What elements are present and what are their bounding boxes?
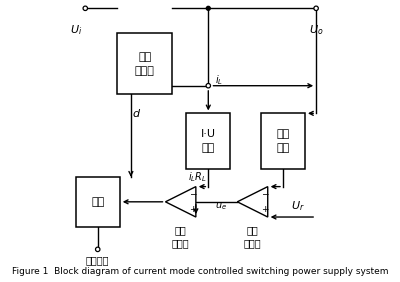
- Text: $U_i$: $U_i$: [70, 23, 82, 37]
- Text: +: +: [189, 205, 196, 214]
- Polygon shape: [166, 187, 196, 217]
- Polygon shape: [237, 187, 268, 217]
- Text: 时钟脉冲: 时钟脉冲: [86, 255, 110, 265]
- Text: −: −: [261, 190, 268, 199]
- Text: $i_L R_L$: $i_L R_L$: [188, 170, 206, 184]
- Text: 电流
控制器: 电流 控制器: [172, 225, 190, 248]
- Text: $d$: $d$: [132, 107, 141, 119]
- Text: $U_r$: $U_r$: [291, 199, 305, 213]
- Circle shape: [206, 83, 210, 88]
- Text: 调制: 调制: [91, 197, 104, 207]
- Circle shape: [83, 6, 88, 10]
- Bar: [186, 113, 230, 169]
- Bar: [261, 113, 305, 169]
- Circle shape: [206, 6, 210, 10]
- Text: 电压
控制器: 电压 控制器: [244, 225, 261, 248]
- Text: $i_L$: $i_L$: [215, 73, 223, 87]
- Text: $U_o$: $U_o$: [309, 23, 324, 37]
- Text: 电压
检测: 电压 检测: [276, 129, 290, 153]
- Text: +: +: [261, 205, 268, 214]
- Text: $u_e$: $u_e$: [215, 200, 227, 212]
- Bar: [117, 33, 172, 94]
- Circle shape: [314, 6, 318, 10]
- Circle shape: [96, 247, 100, 252]
- Text: Figure 1  Block diagram of current mode controlled switching power supply system: Figure 1 Block diagram of current mode c…: [12, 267, 388, 276]
- Text: I·U
转换: I·U 转换: [201, 129, 216, 153]
- Text: −: −: [189, 190, 196, 199]
- Bar: [76, 177, 120, 227]
- Text: 开关
转换器: 开关 转换器: [135, 52, 155, 76]
